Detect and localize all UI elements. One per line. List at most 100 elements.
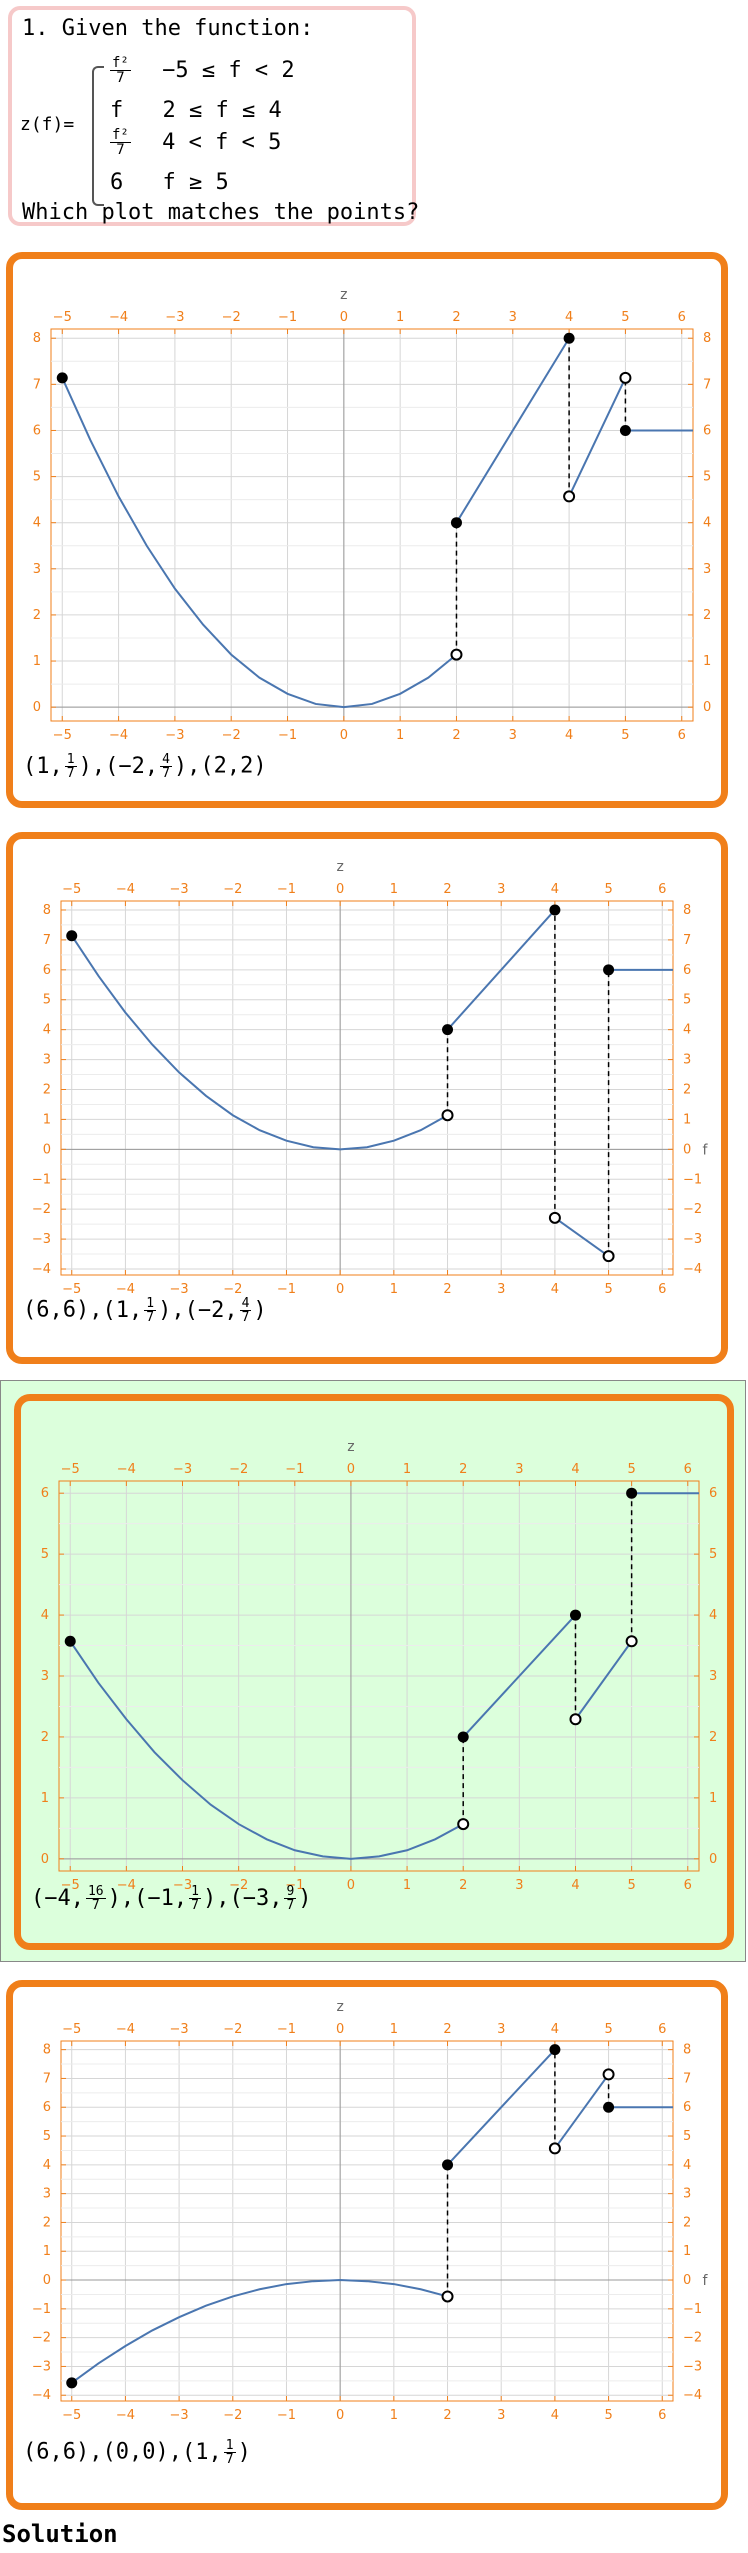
option-4[interactable]: −5 −5 −4 −4 −3 −3 −2 −2 −1 −1 0 0 1 1 2 2 3 3 4 4 5 5 6 6 −4 −4 −3… [6,1980,728,2510]
x-tick-label-top: 2 [443,882,451,897]
x-tick-label-bottom: 2 [443,2408,451,2423]
question-title: 1. Given the function: [22,16,314,41]
x-tick-label-top: −5 [61,1462,80,1477]
option-1[interactable]: −5 −5 −4 −4 −3 −3 −2 −2 −1 −1 0 0 1 1 2 2 3 3 4 4 5 5 6 6 0 0 1 1 2 2… [6,252,728,808]
y-tick-label-right: 6 [683,2100,691,2115]
chart-title: z [347,1439,354,1455]
x-tick-label-bottom: −3 [170,2408,189,2423]
x-tick-label-top: 2 [443,2022,451,2037]
x-tick-label-top: 4 [565,310,573,325]
point-coordinate: (0,0) [102,2439,169,2465]
chart-title: z [340,287,347,303]
series-line-2 [446,909,556,1031]
point-coordinate: (−2, 4 7) [184,1296,267,1325]
filled-point [549,904,561,916]
x-tick-label-bottom: −4 [116,2408,135,2423]
y-tick-label-left: 5 [41,1547,49,1562]
x-tick-label-bottom: 0 [336,1282,344,1297]
x-tick-label-top: 5 [627,1462,635,1477]
filled-point [457,1731,469,1743]
y-tick-label-right: 0 [683,1142,691,1157]
x-tick-label-top: 1 [396,310,404,325]
x-tick-label-top: 1 [390,2022,398,2037]
x-tick-label-top: 0 [336,2022,344,2037]
chart-1: −5 −5 −4 −4 −3 −3 −2 −2 −1 −1 0 0 1 1 2 2 3 3 4 4 5 5 6 6 0 0 1 1 2 2… [33,287,712,743]
point-coordinate: (1, 1 7) [182,2438,251,2467]
x-tick-label-bottom: 4 [551,2408,559,2423]
open-point [450,648,463,661]
y-tick-label-right: 6 [703,423,711,438]
x-tick-label-top: 2 [452,310,460,325]
x-tick-label-top: 3 [515,1462,523,1477]
y-tick-label-left: −2 [32,2331,51,2346]
y-tick-label-left: 1 [43,2244,51,2259]
x-tick-label-top: −3 [170,882,189,897]
point-coordinate: (2,2) [200,753,267,779]
y-tick-label-right: 6 [709,1486,717,1501]
filled-point [549,2044,561,2056]
x-tick-label-bottom: −3 [173,1878,192,1893]
x-tick-label-bottom: 5 [604,1282,612,1297]
point-coordinate: (6,6) [23,2439,90,2465]
y-tick-label-right: 1 [683,2244,691,2259]
x-tick-label-top: 6 [658,882,666,897]
y-tick-label-left: 2 [43,1082,51,1097]
series-line-3 [554,2073,610,2150]
filled-point [64,1635,76,1647]
y-tick-label-left: 1 [43,1112,51,1127]
y-tick-label-right: 5 [703,470,711,485]
y-tick-label-right: 7 [683,2071,691,2086]
option-2[interactable]: −5 −5 −4 −4 −3 −3 −2 −2 −1 −1 0 0 1 1 2 2 3 3 4 4 5 5 6 6 −4 −4 −3… [6,832,728,1364]
open-point [457,1818,470,1831]
x-tick-label-top: −5 [62,2022,81,2037]
y-tick-label-left: 4 [43,2158,51,2173]
y-tick-label-left: 4 [33,516,41,531]
x-tick-label-bottom: 0 [336,2408,344,2423]
option-3[interactable]: −5 −5 −4 −4 −3 −3 −2 −2 −1 −1 0 0 1 1 2 2 3 3 4 4 5 5 6 6 0 0 1 1 2 2… [14,1394,734,1950]
x-tick-label-bottom: 1 [390,1282,398,1297]
y-tick-label-left: 7 [43,933,51,948]
x-tick-label-bottom: 0 [347,1878,355,1893]
open-point [602,2068,615,2081]
y-tick-label-left: 1 [41,1791,49,1806]
x-tick-label-bottom: −4 [109,728,128,743]
x-tick-label-top: −5 [62,882,81,897]
series-line-3 [568,377,627,497]
x-tick-label-top: −4 [117,1462,136,1477]
y-tick-label-right: 5 [683,2129,691,2144]
x-tick-label-top: 6 [658,2022,666,2037]
y-tick-label-right: −2 [683,2331,702,2346]
y-tick-label-right: 2 [703,608,711,623]
y-tick-label-left: 6 [43,963,51,978]
y-tick-label-left: −3 [32,2359,51,2374]
x-tick-label-top: −1 [277,882,296,897]
point-coordinate: (−1, 1 7) [134,1884,217,1913]
x-tick-label-top: 0 [347,1462,355,1477]
filled-point [442,1024,454,1036]
y-tick-label-right: 8 [683,2043,691,2058]
y-tick-label-left: −4 [32,2388,51,2403]
x-tick-label-bottom: −5 [61,1878,80,1893]
piece-3-condition: 4 < f < 5 [162,129,282,155]
y-tick-label-left: −1 [32,1172,51,1187]
x-tick-label-top: −4 [116,882,135,897]
x-tick-label-bottom: 6 [658,2408,666,2423]
x-tick-label-top: 3 [509,310,517,325]
chart-4: −5 −5 −4 −4 −3 −3 −2 −2 −1 −1 0 0 1 1 2 2 3 3 4 4 5 5 6 6 −4 −4 −3… [32,1999,709,2423]
open-point [441,1109,454,1122]
filled-point [450,517,462,529]
points-list: (6,6),(0,0),(1, 1 7) [23,2438,251,2467]
open-point [563,490,576,503]
y-tick-label-right: 0 [709,1852,717,1867]
series-line-1 [61,377,458,709]
y-tick-label-left: 6 [43,2100,51,2115]
series-line-1 [71,2279,448,2384]
y-tick-label-right: 4 [703,516,711,531]
x-tick-label-bottom: 1 [403,1878,411,1893]
open-point [569,1713,582,1726]
x-tick-label-top: −3 [165,310,184,325]
x-tick-label-bottom: 5 [627,1878,635,1893]
x-tick-label-top: −3 [170,2022,189,2037]
piece-2-condition: 2 ≤ f ≤ 4 [162,98,282,123]
y-tick-label-left: 0 [43,2273,51,2288]
